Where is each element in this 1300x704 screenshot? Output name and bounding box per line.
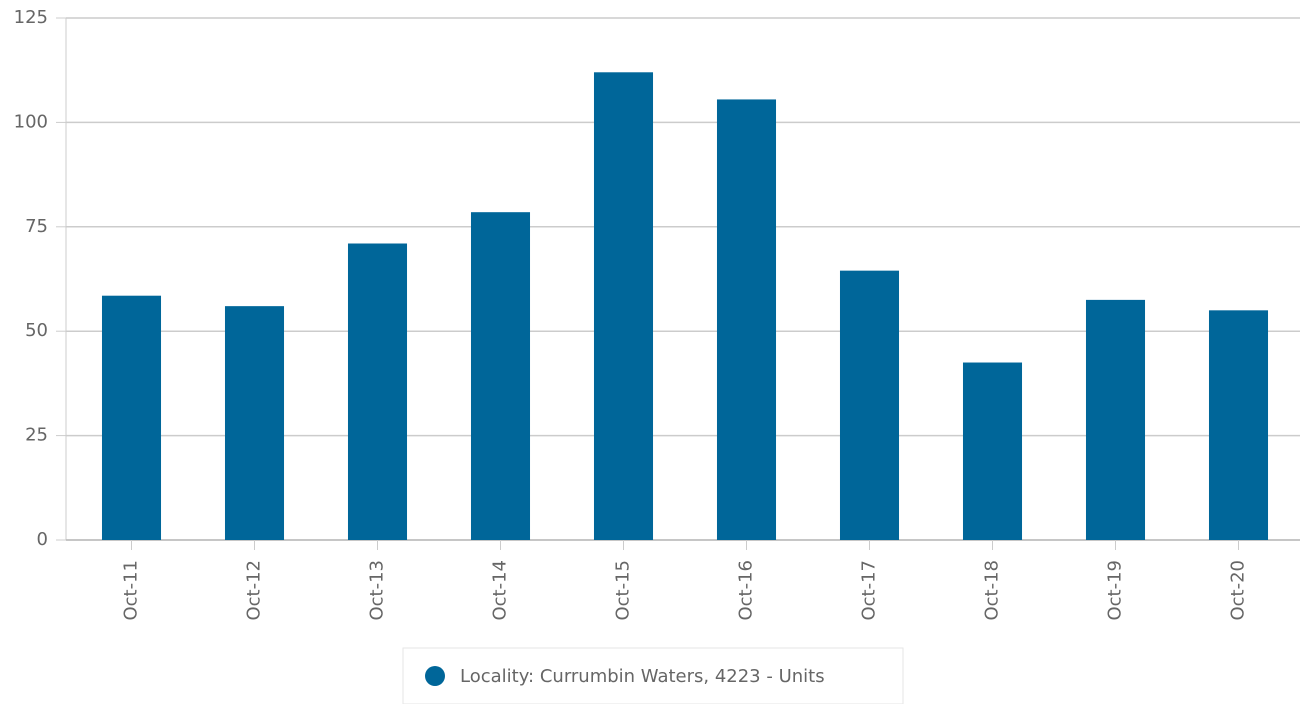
y-tick-label: 0	[37, 529, 48, 550]
x-tick-label: Oct-17	[859, 560, 880, 621]
legend-marker	[425, 666, 445, 686]
x-tick-label: Oct-20	[1228, 560, 1249, 621]
x-tick-label: Oct-18	[982, 560, 1003, 621]
x-tick-label: Oct-16	[736, 560, 757, 621]
bar	[470, 212, 531, 540]
bar	[1208, 310, 1269, 540]
y-tick-label: 125	[14, 7, 48, 28]
x-tick-label: Oct-11	[121, 560, 142, 621]
x-tick-label: Oct-19	[1105, 560, 1126, 621]
bar	[839, 270, 900, 540]
bar	[347, 243, 408, 540]
y-tick-label: 100	[14, 111, 48, 132]
x-tick-label: Oct-14	[490, 560, 511, 621]
bar	[593, 72, 654, 541]
bar	[1085, 299, 1146, 540]
x-tick-label: Oct-12	[244, 560, 265, 621]
y-tick-label: 75	[25, 216, 48, 237]
y-tick-label: 25	[25, 425, 48, 446]
y-tick-label: 50	[25, 320, 48, 341]
bar	[224, 306, 285, 540]
bar	[101, 295, 162, 540]
legend-label: Locality: Currumbin Waters, 4223 - Units	[460, 666, 825, 687]
legend-box	[402, 647, 904, 704]
x-tick-label: Oct-15	[613, 560, 634, 621]
x-tick-label: Oct-13	[367, 560, 388, 621]
bar	[962, 362, 1023, 540]
bar	[716, 99, 777, 540]
